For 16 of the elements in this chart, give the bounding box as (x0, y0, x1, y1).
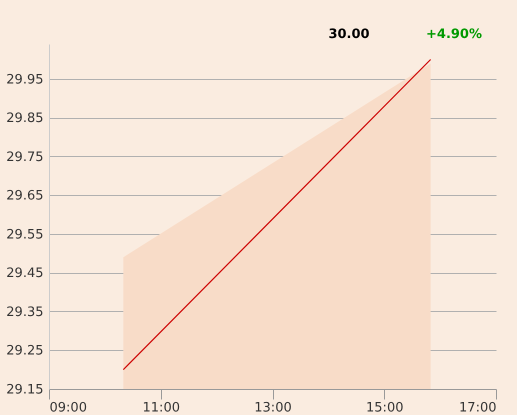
y-tick-label: 29.55 (6, 227, 44, 242)
y-tick-label: 29.95 (6, 72, 44, 88)
x-tick-label: 09:00 (50, 400, 87, 415)
y-tick-label: 29.65 (6, 188, 44, 204)
text: 30.00 (328, 27, 370, 42)
x-tick-label: 17:00 (459, 400, 496, 415)
y-tick-label: 29.85 (6, 111, 44, 126)
y-tick-label: 29.15 (6, 382, 44, 398)
y-tick-label: 29.75 (6, 150, 44, 165)
text: +4.90% (426, 27, 482, 42)
y-tick-label: 29.35 (6, 304, 44, 320)
y-tick-label: 29.45 (6, 266, 44, 282)
x-tick-label: 13:00 (254, 400, 292, 415)
y-tick-label: 29.25 (6, 344, 44, 359)
x-tick-label: 15:00 (366, 400, 404, 415)
x-tick-label: 11:00 (142, 400, 180, 415)
